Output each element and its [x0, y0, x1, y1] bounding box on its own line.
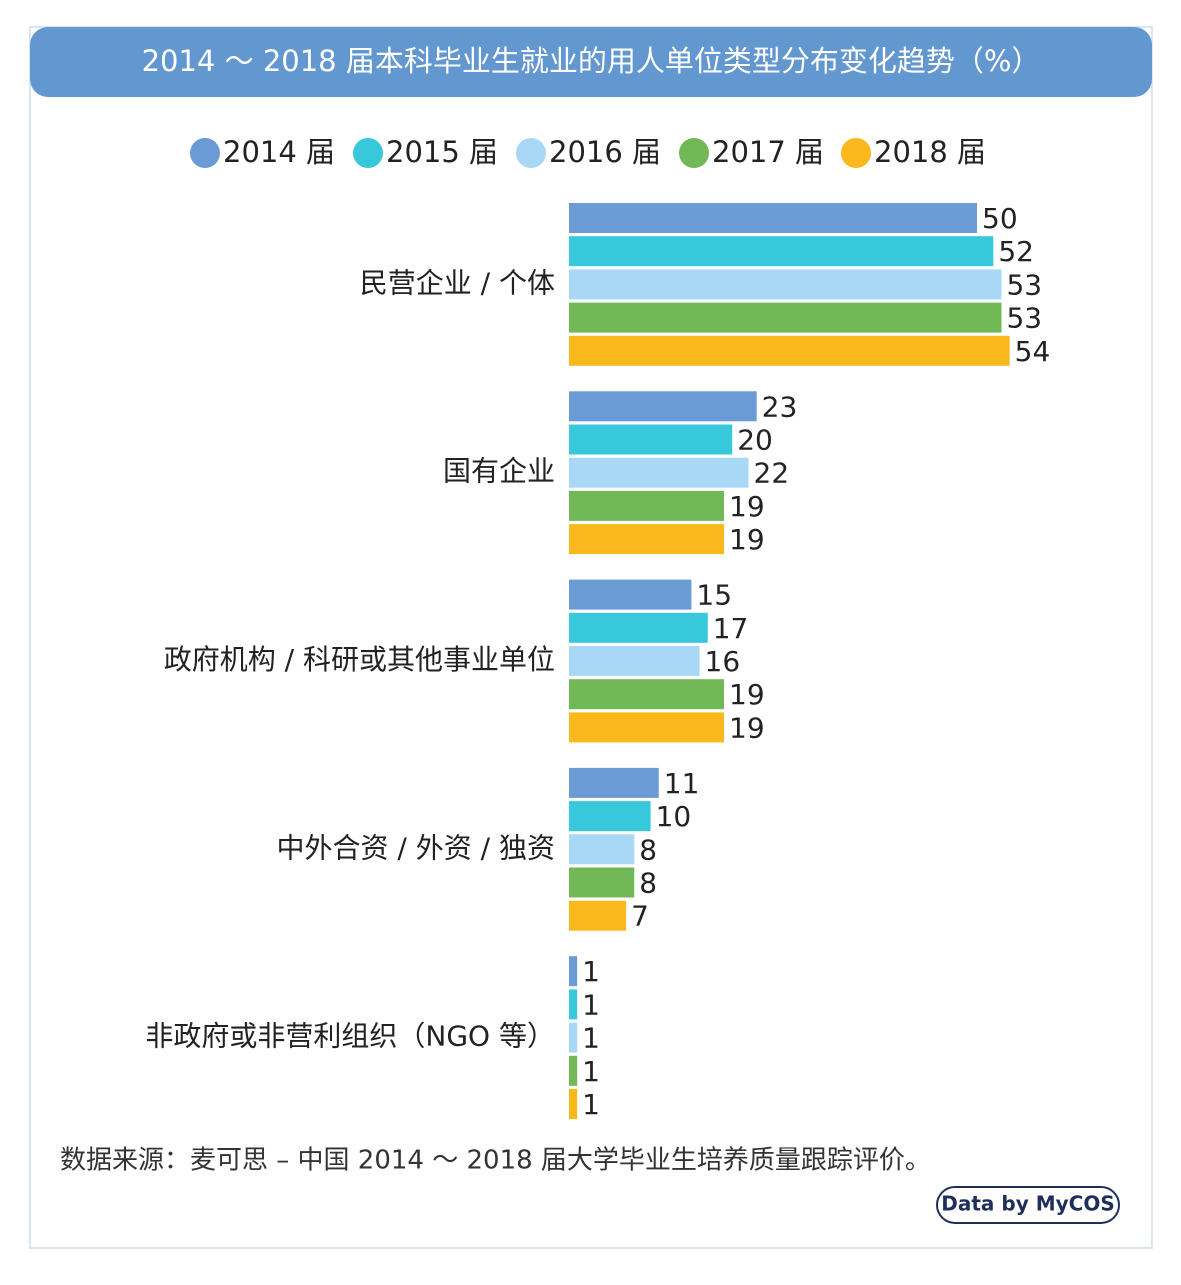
bar: [569, 203, 977, 233]
title-bar: [30, 27, 1152, 97]
value-label: 19: [729, 711, 765, 744]
legend-swatch: [841, 138, 871, 168]
badge-frame: [936, 1186, 1120, 1224]
chart-title: 2014 ～ 2018 届本科毕业生就业的用人单位类型分布变化趋势（%）: [142, 44, 1041, 78]
value-label: 53: [1006, 302, 1042, 335]
category-label: 政府机构 / 科研或其他事业单位: [164, 643, 555, 676]
legend-swatch: [516, 138, 546, 168]
value-label: 15: [696, 579, 732, 612]
badge: Data by MyCOS: [941, 1192, 1114, 1216]
legend-label: 2015 届: [386, 135, 498, 169]
value-label: 10: [656, 800, 692, 833]
value-label: 8: [639, 867, 657, 900]
bar: [569, 579, 692, 610]
bar: [569, 1022, 578, 1053]
bar: [569, 679, 725, 710]
value-label: 1: [582, 1022, 600, 1055]
bar: [569, 391, 757, 422]
category-label: 国有企业: [443, 455, 555, 488]
bar: [569, 801, 651, 832]
bar: [569, 767, 659, 798]
value-label: 54: [1015, 335, 1051, 368]
value-label: 19: [729, 490, 765, 523]
source-note: 数据来源：麦可思 – 中国 2014 ～ 2018 届大学毕业生培养质量跟踪评价…: [60, 1146, 931, 1176]
legend-label: 2018 届: [874, 135, 986, 169]
bar: [569, 646, 700, 676]
legend-label: 2016 届: [549, 135, 661, 169]
bar: [569, 989, 578, 1020]
legend-swatch: [190, 138, 220, 168]
bar: [569, 524, 725, 555]
value-label: 19: [729, 523, 765, 556]
bar: [569, 956, 578, 987]
value-label: 53: [1006, 268, 1042, 301]
legend-swatch: [353, 138, 383, 168]
bar: [569, 1089, 578, 1119]
value-label: 11: [664, 767, 700, 800]
value-label: 16: [705, 645, 741, 678]
legend-label: 2014 届: [223, 135, 335, 169]
bar: [569, 490, 725, 521]
value-label: 50: [982, 202, 1018, 235]
category-label: 民营企业 / 个体: [360, 266, 555, 299]
bar: [569, 834, 635, 865]
bar: [569, 302, 1002, 333]
value-label: 1: [582, 988, 600, 1021]
category-label: 非政府或非营利组织（NGO 等）: [145, 1020, 555, 1053]
bar: [569, 335, 1010, 366]
bar: [569, 424, 733, 455]
value-label: 8: [639, 833, 657, 866]
legend-label: 2017 届: [712, 135, 824, 169]
value-label: 52: [998, 235, 1034, 268]
value-label: 1: [582, 1088, 600, 1121]
bar: [569, 457, 749, 488]
value-label: 1: [582, 1055, 600, 1088]
bar: [569, 236, 994, 267]
value-label: 22: [754, 457, 790, 490]
value-label: 20: [737, 424, 773, 457]
bar: [569, 269, 1002, 300]
bar: [569, 712, 725, 743]
value-label: 17: [713, 612, 749, 645]
value-label: 23: [762, 390, 798, 423]
bar: [569, 1055, 578, 1086]
category-label: 中外合资 / 外资 / 独资: [277, 831, 555, 864]
value-label: 7: [631, 900, 649, 933]
legend-swatch: [679, 138, 709, 168]
value-label: 19: [729, 678, 765, 711]
bar: [569, 867, 635, 898]
bar: [569, 612, 708, 643]
value-label: 1: [582, 955, 600, 988]
bar: [569, 900, 627, 931]
